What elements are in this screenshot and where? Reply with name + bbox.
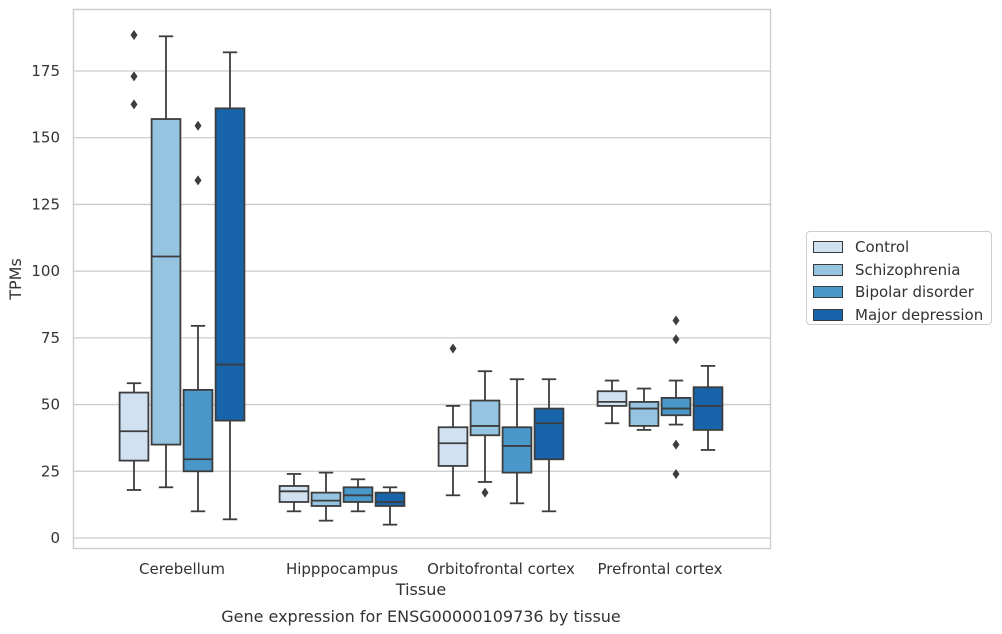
legend-label-control: Control bbox=[855, 238, 910, 257]
box-body bbox=[596, 390, 628, 407]
box-body bbox=[660, 396, 692, 417]
legend-label-bipolar-disorder: Bipolar disorder bbox=[855, 283, 974, 302]
outlier-point bbox=[449, 343, 457, 354]
box-body bbox=[182, 388, 214, 473]
box-prefrontal-cortex-control bbox=[596, 379, 628, 425]
legend-swatch-major-depression bbox=[813, 308, 843, 321]
box-body bbox=[278, 485, 310, 503]
outlier-point bbox=[672, 315, 680, 326]
plot-area-frame bbox=[72, 8, 772, 550]
box-prefrontal-cortex-schizophrenia bbox=[628, 387, 660, 431]
x-tick-label-hipppocampus: Hipppocampus bbox=[286, 560, 398, 578]
box-body bbox=[533, 407, 565, 461]
outlier-point bbox=[672, 468, 680, 479]
box-cerebellum-bipolar-disorder bbox=[182, 120, 214, 513]
box-body bbox=[118, 391, 150, 462]
outlier-point bbox=[481, 487, 489, 498]
x-axis-title: Tissue bbox=[395, 580, 446, 599]
outlier-point bbox=[130, 29, 138, 40]
legend-swatch-control bbox=[813, 241, 843, 254]
legend: Control Schizophrenia Bipolar disorder M… bbox=[806, 231, 992, 325]
box-hipppocampus-schizophrenia bbox=[310, 471, 342, 522]
box-body bbox=[469, 399, 501, 437]
box-prefrontal-cortex-major-depression bbox=[692, 364, 724, 451]
y-tick-label-25: 25 bbox=[41, 462, 60, 480]
box-body bbox=[374, 491, 406, 507]
box-body bbox=[214, 107, 246, 422]
x-tick-labels: Cerebellum Hipppocampus Orbitofrontal cort… bbox=[139, 560, 723, 578]
x-tick-label-orbitofrontal-cortex: Orbitofrontal cortex bbox=[427, 560, 575, 578]
box-hipppocampus-control bbox=[278, 473, 310, 513]
box-prefrontal-cortex-bipolar-disorder bbox=[660, 315, 692, 479]
y-tick-label-75: 75 bbox=[41, 329, 60, 347]
y-tick-label-100: 100 bbox=[31, 262, 60, 280]
legend-label-schizophrenia: Schizophrenia bbox=[855, 260, 961, 279]
legend-item-bipolar-disorder: Bipolar disorder bbox=[813, 281, 991, 304]
boxes bbox=[118, 29, 724, 526]
x-tick-label-prefrontal-cortex: Prefrontal cortex bbox=[598, 560, 723, 578]
y-tick-label-50: 50 bbox=[41, 396, 60, 414]
legend-item-control: Control bbox=[813, 236, 991, 259]
legend-item-major-depression: Major depression bbox=[813, 304, 991, 327]
box-cerebellum-schizophrenia bbox=[150, 35, 182, 489]
y-tick-label-0: 0 bbox=[50, 529, 60, 547]
box-body bbox=[150, 118, 182, 446]
box-body bbox=[628, 401, 660, 427]
y-tick-label-125: 125 bbox=[31, 195, 60, 213]
outlier-point bbox=[672, 334, 680, 345]
legend-swatch-schizophrenia bbox=[813, 263, 843, 276]
box-body bbox=[692, 386, 724, 431]
legend-item-schizophrenia: Schizophrenia bbox=[813, 259, 991, 282]
box-hipppocampus-major-depression bbox=[374, 486, 406, 526]
x-tick-label-cerebellum: Cerebellum bbox=[139, 560, 225, 578]
box-cerebellum-control bbox=[118, 29, 150, 491]
chart-title: Gene expression for ENSG00000109736 by t… bbox=[221, 607, 621, 626]
outlier-point bbox=[130, 71, 138, 82]
outlier-point bbox=[672, 439, 680, 450]
box-orbitofrontal-cortex-bipolar-disorder bbox=[501, 378, 533, 505]
box-orbitofrontal-cortex-schizophrenia bbox=[469, 370, 501, 498]
legend-swatch-bipolar-disorder bbox=[813, 286, 843, 299]
box-body bbox=[437, 426, 469, 467]
y-tick-labels: 0 25 50 75 100 125 150 175 bbox=[31, 62, 60, 547]
box-hipppocampus-bipolar-disorder bbox=[342, 478, 374, 513]
outlier-point bbox=[194, 120, 202, 131]
outlier-point bbox=[130, 99, 138, 110]
box-cerebellum-major-depression bbox=[214, 51, 246, 521]
box-orbitofrontal-cortex-major-depression bbox=[533, 378, 565, 513]
y-tick-label-150: 150 bbox=[31, 129, 60, 147]
box-orbitofrontal-cortex-control bbox=[437, 343, 469, 497]
box-body bbox=[501, 426, 533, 474]
outlier-point bbox=[194, 175, 202, 186]
y-axis-title: TPMs bbox=[6, 258, 25, 301]
legend-label-major-depression: Major depression bbox=[855, 305, 984, 324]
box-body bbox=[310, 491, 342, 507]
y-tick-label-175: 175 bbox=[31, 62, 60, 80]
